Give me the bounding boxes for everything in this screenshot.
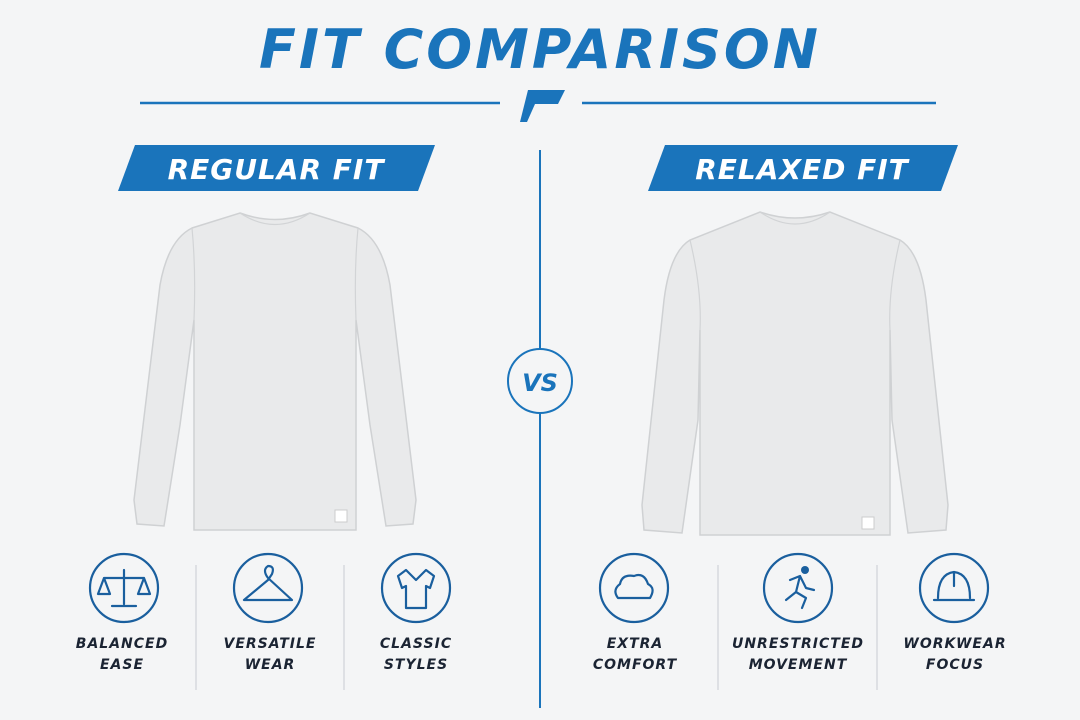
feature-label: BALANCED bbox=[76, 636, 168, 652]
shirt-relaxed bbox=[641, 211, 949, 536]
feature-label: UNRESTRICTED bbox=[732, 636, 864, 652]
feature-label: FOCUS bbox=[926, 657, 984, 673]
banner bbox=[118, 145, 435, 191]
feature-labels: BALANCED EASE VERSATILE WEAR CLASSIC STY… bbox=[76, 636, 1006, 673]
vs-text: VS bbox=[522, 369, 558, 397]
feature-label: EXTRA bbox=[607, 636, 664, 652]
panel-title: RELAXED FIT bbox=[695, 153, 909, 186]
feature-label: WORKWEAR bbox=[903, 636, 1006, 652]
feature-label: COMFORT bbox=[593, 657, 678, 673]
shirt-regular bbox=[133, 212, 417, 531]
feature-label: STYLES bbox=[384, 657, 448, 673]
banner bbox=[648, 145, 958, 191]
separators bbox=[195, 565, 878, 690]
feature-label: VERSATILE bbox=[224, 636, 317, 652]
feature-label: EASE bbox=[100, 657, 144, 673]
panel-title: REGULAR FIT bbox=[168, 153, 386, 186]
feature-icons bbox=[88, 552, 990, 624]
feature-label: CLASSIC bbox=[380, 636, 452, 652]
feature-label: WEAR bbox=[245, 657, 296, 673]
feature-label: MOVEMENT bbox=[749, 657, 848, 673]
title: FIT COMPARISON bbox=[259, 18, 821, 81]
logo bbox=[520, 90, 565, 122]
vs-badge bbox=[507, 348, 573, 414]
